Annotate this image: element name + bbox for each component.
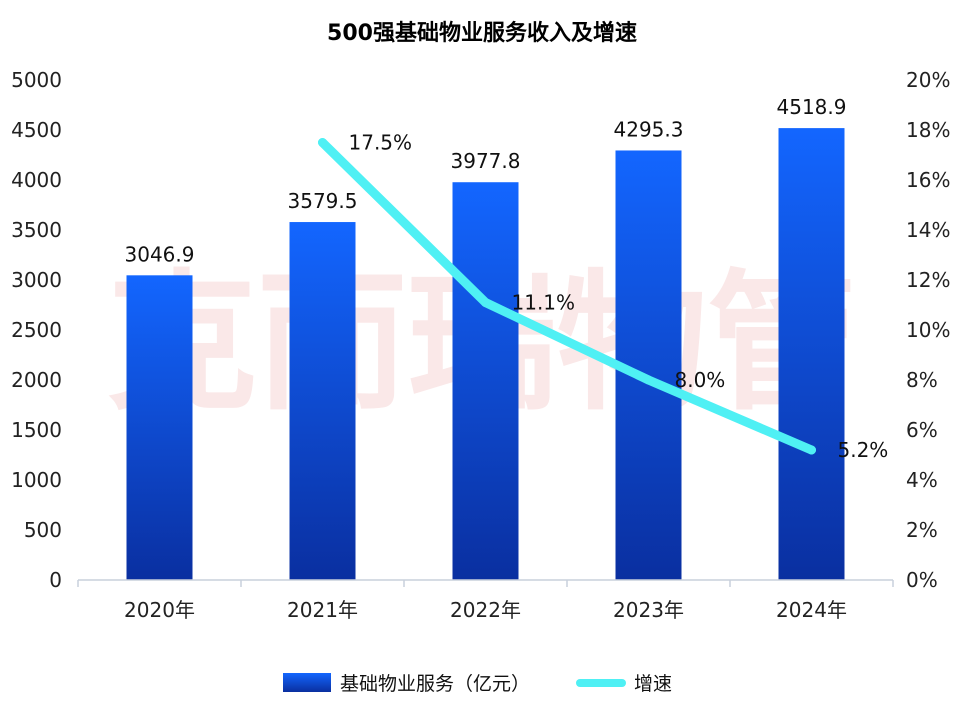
growth-line [318, 138, 816, 455]
y-left-tick-label: 3000 [11, 268, 62, 292]
growth-value-label: 11.1% [512, 291, 576, 315]
bar [452, 182, 519, 580]
x-tick-label: 2021年 [287, 598, 358, 622]
x-tick-label: 2024年 [776, 598, 847, 622]
bar-value-label: 3579.5 [288, 189, 358, 213]
y-right-tick-label: 10% [906, 318, 950, 342]
y-right-tick-label: 14% [906, 218, 950, 242]
bar [289, 222, 356, 581]
y-left-tick-label: 4500 [11, 118, 62, 142]
chart-title: 500强基础物业服务收入及增速 [327, 20, 637, 46]
growth-value-label: 17.5% [349, 131, 413, 155]
y-left-tick-label: 4000 [11, 168, 62, 192]
x-tick-label: 2020年 [124, 598, 195, 622]
growth-point [644, 375, 653, 385]
bar-value-label: 4518.9 [777, 95, 847, 119]
x-tick-label: 2023年 [613, 598, 684, 622]
bar-value-label: 4295.3 [614, 117, 684, 141]
y-left-tick-label: 500 [24, 518, 62, 542]
y-left-tick-label: 2000 [11, 368, 62, 392]
y-left-tick-label: 2500 [11, 318, 62, 342]
legend: 基础物业服务（亿元） 增速 [283, 673, 672, 695]
y-left-tick-label: 0 [49, 568, 62, 592]
bar [778, 128, 845, 581]
y-right-tick-label: 0% [906, 568, 938, 592]
growth-point [318, 138, 327, 147]
y-right-tick-label: 4% [906, 468, 938, 492]
y-right-tick-label: 2% [906, 518, 938, 542]
growth-line-path [318, 138, 816, 455]
legend-line-label: 增速 [634, 673, 672, 695]
y-left-tick-label: 1000 [11, 468, 62, 492]
bar-value-label: 3977.8 [451, 149, 521, 173]
y-right-tick-label: 16% [906, 168, 950, 192]
y-right-tick-label: 6% [906, 418, 938, 442]
y-left-tick-label: 5000 [11, 68, 62, 92]
y-right-tick-label: 12% [906, 268, 950, 292]
growth-point [481, 298, 490, 307]
y-left-tick-label: 1500 [11, 418, 62, 442]
y-right-tick-label: 20% [906, 68, 950, 92]
growth-point [807, 445, 816, 455]
bar [126, 275, 193, 580]
legend-bar-label: 基础物业服务（亿元） [340, 673, 530, 695]
y-right-tick-label: 18% [906, 118, 950, 142]
bar-value-label: 3046.9 [125, 242, 195, 266]
x-tick-label: 2022年 [450, 598, 521, 622]
legend-bar-swatch [283, 673, 331, 692]
y-left-tick-label: 3500 [11, 218, 62, 242]
data-labels: 3046.9 3579.5 3977.8 4295.3 4518.9 17.5% 11.1%… [125, 95, 889, 462]
y-right-tick-label: 8% [906, 368, 938, 392]
axes: 2020年 2021年 2022年 2023年 2024年 0 500 1000 1500 200… [11, 68, 950, 622]
growth-value-label: 8.0% [675, 368, 726, 392]
growth-value-label: 5.2% [838, 438, 889, 462]
